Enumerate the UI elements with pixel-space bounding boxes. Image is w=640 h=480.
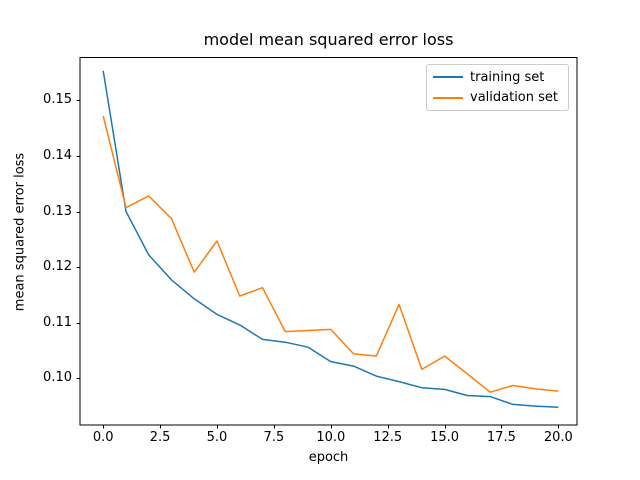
validation-set-line xyxy=(102,115,559,393)
x-tick-label: 17.5 xyxy=(486,430,516,445)
plot-frame xyxy=(79,57,578,426)
y-tick-label: 0.15 xyxy=(43,92,72,108)
chart-title: model mean squared error loss xyxy=(203,30,454,49)
y-tick-label: 0.14 xyxy=(43,147,72,163)
x-tick-label: 15.0 xyxy=(430,430,460,445)
legend-item-validation: validation set xyxy=(433,88,562,108)
y-tick-label: 0.13 xyxy=(43,203,72,219)
legend-label-validation: validation set xyxy=(470,90,559,106)
training-set-line xyxy=(102,70,559,408)
x-tick-label: 10.0 xyxy=(316,430,346,445)
x-tick-label: 0.0 xyxy=(92,430,114,445)
x-tick-label: 2.5 xyxy=(149,430,171,445)
y-tick-label: 0.10 xyxy=(43,370,72,386)
validation-set-line-swatch xyxy=(433,96,463,99)
x-axis-label: epoch xyxy=(308,450,349,465)
training-set-line-swatch xyxy=(433,76,463,79)
legend-label-training: training set xyxy=(470,69,545,85)
x-tick-label: 5.0 xyxy=(206,430,228,445)
legend: training set validation set xyxy=(426,64,569,111)
legend-item-training: training set xyxy=(433,67,562,87)
y-tick-label: 0.11 xyxy=(43,314,72,330)
y-axis-label: mean squared error loss xyxy=(12,152,28,312)
x-tick-label: 20.0 xyxy=(543,430,573,445)
x-tick-label: 7.5 xyxy=(263,430,285,445)
y-tick-label: 0.12 xyxy=(43,259,72,275)
x-tick-label: 12.5 xyxy=(373,430,403,445)
